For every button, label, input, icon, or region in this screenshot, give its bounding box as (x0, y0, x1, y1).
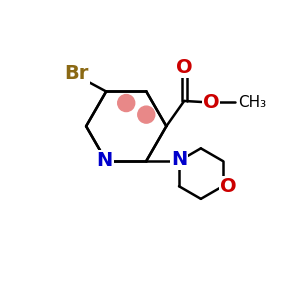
Text: N: N (97, 152, 113, 170)
Circle shape (118, 94, 135, 112)
Text: N: N (171, 150, 187, 169)
Circle shape (138, 106, 155, 123)
Text: O: O (202, 93, 219, 112)
Text: O: O (176, 58, 193, 77)
Text: O: O (220, 177, 236, 196)
Text: CH₃: CH₃ (238, 95, 266, 110)
Text: Br: Br (64, 64, 88, 83)
